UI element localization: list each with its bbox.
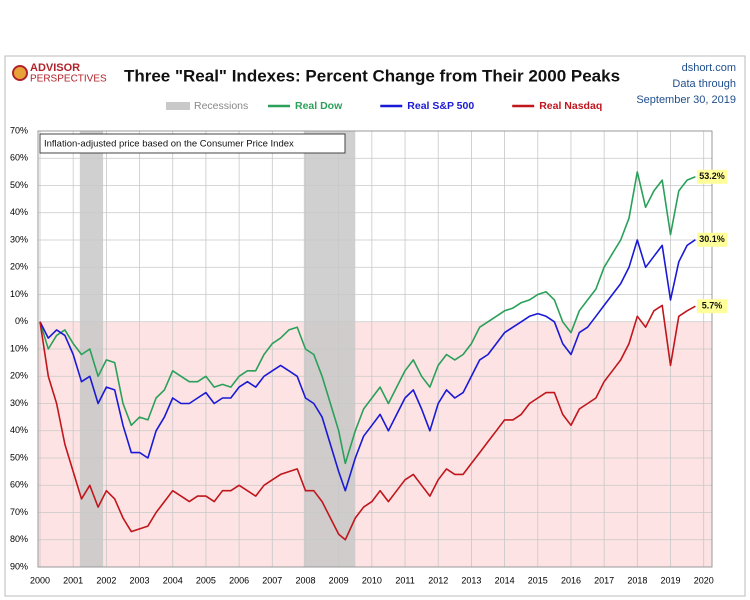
- legend-swatch: [166, 102, 190, 110]
- source: September 30, 2019: [636, 94, 736, 106]
- x-tick-label: 2005: [196, 575, 216, 585]
- y-tick-label: 70%: [10, 125, 28, 135]
- x-tick-label: 2014: [495, 575, 515, 585]
- x-tick-label: 2016: [561, 575, 581, 585]
- x-tick-label: 2011: [395, 575, 414, 585]
- x-tick-label: 2015: [528, 575, 548, 585]
- negative-region: [38, 321, 712, 567]
- x-tick-label: 2000: [30, 575, 50, 585]
- end-label-bg: [697, 232, 727, 247]
- x-tick-label: 2020: [694, 575, 714, 585]
- y-tick-label: 80%: [10, 534, 28, 544]
- y-tick-label: 10%: [10, 343, 28, 353]
- y-tick-label: 40%: [10, 207, 28, 217]
- x-tick-label: 2006: [229, 575, 249, 585]
- annotation-box: [39, 133, 346, 154]
- x-tick-label: 2012: [428, 575, 448, 585]
- x-tick-label: 2007: [262, 575, 282, 585]
- y-tick-label: 50%: [10, 180, 28, 190]
- end-label: 5.7%: [702, 301, 723, 311]
- y-tick-label: 10%: [10, 289, 28, 299]
- series-line: [39, 171, 696, 465]
- y-tick-label: 20%: [10, 371, 28, 381]
- series-line: [39, 304, 696, 541]
- legend-label: Real S&P 500: [407, 100, 474, 112]
- y-tick-label: 40%: [10, 425, 28, 435]
- y-tick-label: 30%: [10, 234, 28, 244]
- y-tick-label: 70%: [10, 507, 28, 517]
- logo-text: ADVISOR: [30, 62, 80, 74]
- y-tick-label: 30%: [10, 398, 28, 408]
- end-label: 53.2%: [699, 171, 725, 181]
- y-tick-label: 90%: [10, 561, 28, 571]
- source: dshort.com: [682, 62, 736, 74]
- y-tick-label: 60%: [10, 153, 28, 163]
- x-tick-label: 2009: [329, 575, 349, 585]
- y-tick-label: 0%: [15, 316, 28, 326]
- x-tick-label: 2001: [63, 575, 83, 585]
- x-tick-label: 2003: [130, 575, 150, 585]
- legend-label: Recessions: [194, 100, 248, 112]
- end-label-bg: [697, 299, 727, 314]
- x-tick-label: 2013: [461, 575, 481, 585]
- y-tick-label: 20%: [10, 262, 28, 272]
- x-tick-label: 2004: [163, 575, 183, 585]
- x-tick-label: 2019: [661, 575, 681, 585]
- x-tick-label: 2018: [627, 575, 647, 585]
- annotation: Inflation-adjusted price based on the Co…: [44, 139, 294, 150]
- logo-icon: [12, 65, 28, 81]
- series-line: [39, 239, 696, 492]
- x-tick-label: 2002: [96, 575, 116, 585]
- x-tick-label: 2010: [362, 575, 382, 585]
- source: Data through: [672, 78, 736, 90]
- y-tick-label: 60%: [10, 480, 28, 490]
- legend-label: Real Dow: [295, 100, 343, 112]
- plot-border: [37, 130, 713, 568]
- logo-text: PERSPECTIVES: [30, 74, 107, 85]
- chart-title: Three "Real" Indexes: Percent Change fro…: [124, 66, 620, 85]
- y-tick-label: 50%: [10, 452, 28, 462]
- legend-label: Real Nasdaq: [539, 100, 602, 112]
- x-tick-label: 2008: [295, 575, 315, 585]
- end-label: 30.1%: [699, 234, 725, 244]
- end-label-bg: [697, 169, 727, 184]
- x-tick-label: 2017: [594, 575, 614, 585]
